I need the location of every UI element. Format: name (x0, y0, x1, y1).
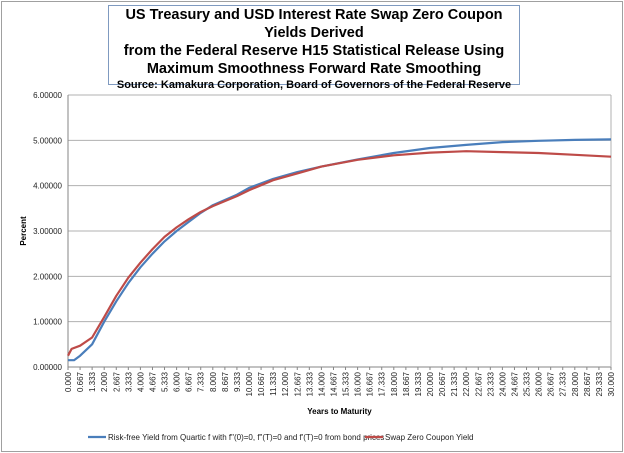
x-tick-label: 14.667 (329, 371, 338, 396)
x-tick-label: 26.000 (535, 371, 544, 396)
x-tick-label: 19.333 (414, 371, 423, 396)
x-tick-label: 29.333 (595, 371, 604, 396)
x-tick-label: 28.000 (571, 371, 580, 396)
x-tick-label: 11.333 (269, 371, 278, 395)
x-tick-label: 13.333 (305, 371, 314, 396)
y-tick-label: 1.00000 (33, 318, 62, 327)
chart-title-line-2: from the Federal Reserve H15 Statistical… (123, 43, 505, 59)
chart-title-box: US Treasury and USD Interest Rate Swap Z… (108, 5, 520, 91)
x-tick-label: 27.333 (559, 371, 568, 396)
legend-label-2: Swap Zero Coupon Yield (385, 433, 474, 442)
x-tick-label: 12.667 (293, 371, 302, 396)
x-tick-label: 16.000 (354, 371, 363, 396)
y-tick-label: 6.00000 (33, 91, 62, 100)
x-tick-label: 20.667 (438, 371, 447, 396)
y-tick-label: 2.00000 (33, 272, 62, 281)
x-tick-label: 1.333 (88, 371, 97, 392)
x-tick-label: 22.667 (474, 371, 483, 396)
x-tick-label: 0.667 (76, 371, 85, 392)
x-tick-label: 0.000 (64, 371, 73, 392)
x-tick-label: 4.000 (136, 371, 145, 392)
x-tick-label: 28.667 (583, 371, 592, 396)
x-tick-label: 14.000 (317, 371, 326, 396)
x-tick-label: 23.333 (486, 371, 495, 396)
x-tick-label: 30.000 (607, 371, 616, 396)
x-tick-label: 20.000 (426, 371, 435, 396)
chart-subtitle: Source: Kamakura Corporation, Board of G… (116, 79, 512, 91)
x-tick-label: 10.667 (257, 371, 266, 396)
y-tick-label: 5.00000 (33, 136, 62, 145)
chart-title-line-3: Maximum Smoothness Forward Rate Smoothin… (146, 61, 482, 77)
y-tick-label: 3.00000 (33, 227, 62, 236)
x-tick-label: 16.667 (366, 371, 375, 396)
x-tick-label: 21.333 (450, 371, 459, 396)
x-tick-label: 25.333 (523, 371, 532, 396)
legend-label-1: Risk-free Yield from Quartic f with f"(0… (108, 433, 384, 442)
x-tick-label: 8.000 (209, 371, 218, 392)
series-line-1 (68, 138, 612, 362)
chart-title-line-1: US Treasury and USD Interest Rate Swap Z… (125, 7, 503, 41)
x-tick-label: 2.000 (100, 371, 109, 392)
series-line-2 (67, 150, 612, 357)
x-tick-label: 18.667 (402, 371, 411, 396)
x-tick-label: 8.667 (221, 371, 230, 392)
x-tick-label: 24.000 (498, 371, 507, 396)
x-tick-label: 6.000 (173, 371, 182, 392)
x-tick-label: 7.333 (197, 371, 206, 392)
x-axis-label: Years to Maturity (307, 407, 372, 416)
x-tick-label: 18.000 (390, 371, 399, 396)
y-axis-label: Percent (19, 216, 28, 246)
x-tick-label: 2.667 (112, 371, 121, 392)
x-tick-label: 3.333 (124, 371, 133, 392)
x-tick-label: 22.000 (462, 371, 471, 396)
x-tick-label: 26.667 (547, 371, 556, 396)
x-tick-label: 24.667 (510, 371, 519, 396)
x-tick-label: 5.333 (161, 371, 170, 392)
x-tick-label: 12.000 (281, 371, 290, 396)
x-tick-label: 4.667 (148, 371, 157, 392)
x-tick-label: 15.333 (342, 371, 351, 396)
x-tick-label: 10.000 (245, 371, 254, 396)
x-tick-label: 17.333 (378, 371, 387, 396)
x-tick-label: 9.333 (233, 371, 242, 392)
y-tick-label: 0.00000 (33, 363, 62, 372)
x-tick-label: 6.667 (185, 371, 194, 392)
y-tick-label: 4.00000 (33, 182, 62, 191)
